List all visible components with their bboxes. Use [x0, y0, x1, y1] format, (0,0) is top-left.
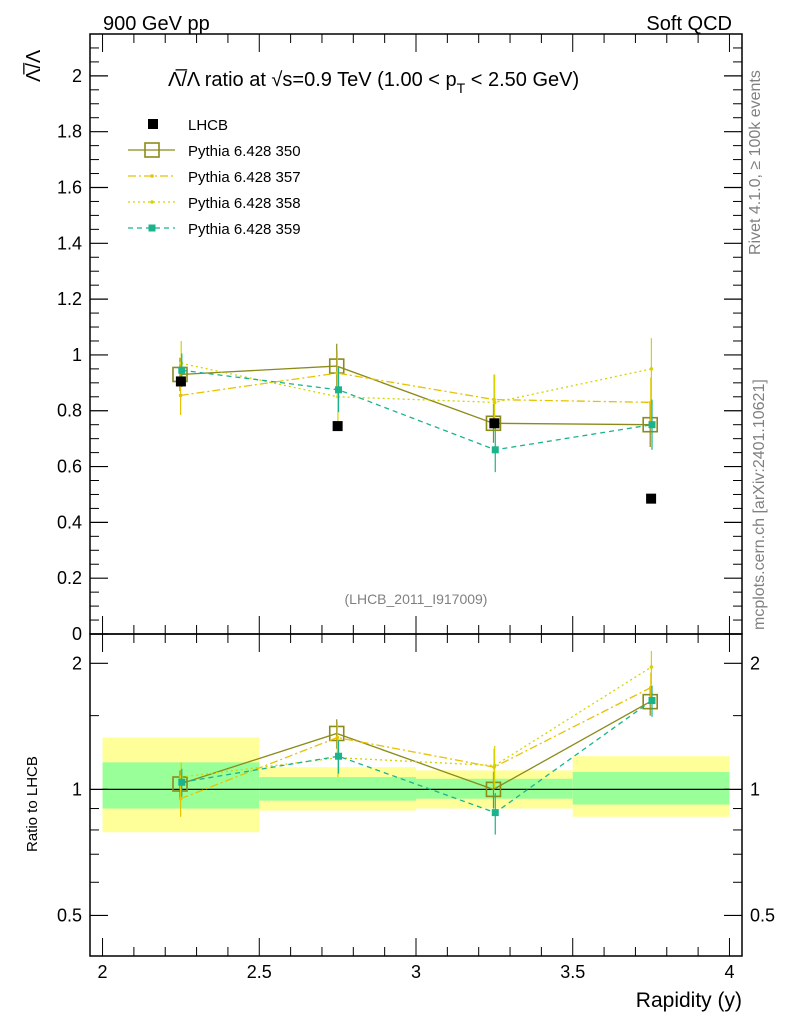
legend-label: LHCB [188, 117, 228, 134]
legend-label: Pythia 6.428 350 [188, 143, 301, 160]
ratio-series-line [180, 687, 652, 800]
y-axis-label: Λ̅/Λ [22, 49, 45, 82]
x-tick-label: 3 [411, 962, 421, 982]
y-tick-label: 1.4 [57, 233, 82, 253]
legend-label: Pythia 6.428 357 [188, 169, 301, 186]
series-marker [648, 421, 656, 429]
data-point [489, 418, 500, 429]
series-marker [335, 752, 343, 760]
series-marker [491, 809, 499, 817]
y-tick-label: 1.8 [57, 122, 82, 142]
series-marker [335, 386, 343, 394]
analysis-tag: (LHCB_2011_I917009) [345, 591, 488, 607]
series-marker [649, 665, 654, 669]
x-tick-label: 2 [98, 962, 108, 982]
y-tick-label: 2 [72, 66, 82, 86]
legend: LHCB Pythia 6.428 350 Pythia 6.428 357 Pyth… [128, 117, 301, 238]
chart-title: Λ̅/Λ ratio at √s=0.9 TeV (1.00 < pT < 2.… [168, 68, 579, 96]
y-tick-label: 1.6 [57, 177, 82, 197]
ratio-y-tick-label: 2 [72, 653, 82, 673]
series-marker [150, 200, 154, 204]
series-marker [492, 763, 497, 768]
uncertainty-band-green [572, 772, 730, 805]
x-tick-label: 4 [724, 962, 734, 982]
header-right: Soft QCD [646, 13, 732, 35]
data-point [646, 493, 657, 504]
series-marker [150, 174, 154, 178]
ratio-y-tick-label: 1 [72, 779, 82, 799]
y-tick-label: 0.6 [57, 457, 82, 477]
ratio-y-tick-label-right: 0.5 [750, 905, 775, 925]
series-marker [491, 446, 499, 454]
series-line [181, 369, 653, 451]
main-series [172, 338, 658, 473]
y-tick-label: 0 [72, 624, 82, 644]
legend-label: Pythia 6.428 358 [188, 195, 301, 212]
ratio-axis-ticks: 0.5 0.5 1 1 2 2 [57, 634, 775, 956]
x-axis-label: Rapidity (y) [636, 989, 742, 1012]
mcplots-label: mcplots.cern.ch [arXiv:2401.10621] [751, 379, 768, 630]
series-line [181, 362, 652, 404]
series-line [179, 365, 651, 426]
ratio-series [172, 651, 658, 835]
series-marker [335, 735, 340, 740]
data-point [175, 376, 186, 387]
series-marker [178, 366, 186, 374]
ratio-y-tick-label-right: 2 [750, 653, 760, 673]
x-tick-label: 2.5 [247, 962, 272, 982]
ratio-y-tick-label-right: 1 [750, 779, 760, 799]
x-tick-labels: 2 2.5 3 3.5 4 [98, 962, 735, 982]
series-marker [492, 400, 497, 405]
ratio-bands [102, 737, 730, 833]
legend-label: Pythia 6.428 359 [188, 221, 301, 238]
series-marker [648, 697, 656, 705]
series-marker [178, 796, 183, 801]
series-line [180, 372, 651, 404]
series-marker [649, 367, 654, 371]
series-marker [148, 224, 156, 232]
legend-marker-data [148, 119, 158, 129]
y-tick-label: 0.2 [57, 568, 82, 588]
ratio-y-tick-label: 0.5 [57, 905, 82, 925]
series-marker [144, 142, 160, 158]
x-tick-label: 3.5 [560, 962, 585, 982]
main-data-points [175, 376, 657, 504]
y-tick-label: 0.8 [57, 401, 82, 421]
y-tick-label: 0.4 [57, 512, 82, 532]
series-marker [178, 393, 183, 398]
ratio-y-axis-label: Ratio to LHCB [24, 756, 41, 852]
ratio-panel: 0.5 0.5 1 1 2 2 Ratio to LHCB [24, 633, 775, 957]
main-axis-ticks: 0 0.2 0.4 0.6 0.8 1 1.2 1.4 1.6 1.8 2 [57, 33, 742, 644]
ratio-series-line [181, 666, 652, 778]
y-tick-label: 1.2 [57, 289, 82, 309]
data-point [332, 421, 343, 432]
main-panel: 0 0.2 0.4 0.6 0.8 1 1.2 1.4 1.6 1.8 2 Λ̅/Λ ratio a… [22, 33, 743, 644]
series-marker [178, 778, 186, 786]
header-left: 900 GeV pp [103, 13, 210, 35]
rivet-label: Rivet 4.1.0, ≥ 100k events [747, 70, 764, 255]
y-tick-label: 1 [72, 345, 82, 365]
